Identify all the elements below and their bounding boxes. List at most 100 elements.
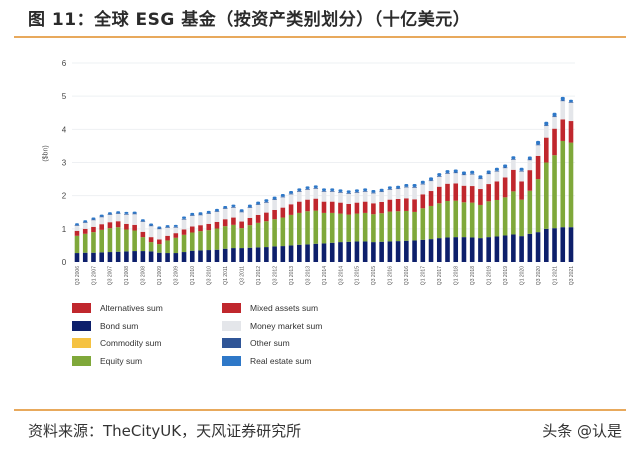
bar-segment-other-sum bbox=[387, 189, 393, 190]
bar-segment-mixed-assets-sum bbox=[329, 201, 335, 213]
bar-segment-equity-sum bbox=[288, 214, 294, 246]
bar-segment-real-estate-sum bbox=[552, 112, 557, 117]
bar-segment-real-estate-sum bbox=[322, 188, 326, 192]
bar-segment-equity-sum bbox=[346, 214, 351, 242]
bar-segment-real-estate-sum bbox=[182, 216, 187, 219]
bar-segment-money-market-sum bbox=[198, 215, 203, 226]
bar-segment-real-estate-sum bbox=[107, 212, 112, 215]
bar-segment-mixed-assets-sum bbox=[544, 137, 549, 163]
bar-segment-money-market-sum bbox=[189, 215, 195, 227]
bar-segment-equity-sum bbox=[132, 230, 137, 252]
legend-label: Other sum bbox=[250, 338, 290, 348]
bar-segment-real-estate-sum bbox=[132, 211, 137, 214]
y-tick-label: 5 bbox=[62, 92, 67, 101]
bar-segment-other-sum bbox=[124, 213, 129, 215]
watermark: 头条 @认是 bbox=[542, 422, 622, 440]
bar-segment-equity-sum bbox=[486, 201, 491, 238]
bar-segment-money-market-sum bbox=[173, 227, 179, 234]
bar-segment-real-estate-sum bbox=[198, 212, 203, 215]
bar-segment-real-estate-sum bbox=[519, 167, 524, 171]
bar-segment-money-market-sum bbox=[124, 214, 129, 224]
legend-label: Alternatives sum bbox=[100, 303, 163, 313]
bar-segment-money-market-sum bbox=[560, 101, 566, 120]
bar-segment-bond-sum bbox=[214, 249, 220, 262]
bar-segment-equity-sum bbox=[478, 204, 483, 239]
bar-segment-mixed-assets-sum bbox=[132, 224, 137, 231]
bar-segment-equity-sum bbox=[329, 212, 335, 243]
bar-segment-bond-sum bbox=[461, 237, 467, 262]
legend-swatch bbox=[222, 320, 241, 331]
bar-segment-other-sum bbox=[181, 218, 187, 220]
bar-segment-equity-sum bbox=[313, 210, 319, 244]
y-tick-label: 2 bbox=[62, 192, 67, 201]
bar-segment-equity-sum bbox=[214, 228, 220, 250]
bar-segment-money-market-sum bbox=[321, 191, 327, 202]
x-tick-label: Q1 2019 bbox=[486, 266, 492, 285]
bar-segment-money-market-sum bbox=[519, 171, 524, 182]
bar-segment-other-sum bbox=[297, 191, 302, 192]
bar-segment-bond-sum bbox=[305, 244, 310, 262]
bar-segment-real-estate-sum bbox=[165, 225, 170, 228]
bar-segment-other-sum bbox=[280, 196, 286, 198]
bar-segment-other-sum bbox=[148, 225, 154, 227]
bar-segment-mixed-assets-sum bbox=[461, 185, 467, 203]
bar-segment-mixed-assets-sum bbox=[157, 239, 162, 245]
bar-segment-other-sum bbox=[313, 188, 319, 189]
bar-segment-equity-sum bbox=[115, 227, 121, 252]
bar-segment-other-sum bbox=[222, 208, 228, 209]
bar-segment-mixed-assets-sum bbox=[231, 217, 236, 225]
bar-segment-mixed-assets-sum bbox=[247, 217, 253, 226]
x-tick-label: Q3 2016 bbox=[404, 266, 410, 285]
bar-segment-bond-sum bbox=[140, 251, 146, 262]
bar-segment-real-estate-sum bbox=[338, 189, 343, 193]
bar-segment-money-market-sum bbox=[445, 173, 450, 184]
bar-segment-real-estate-sum bbox=[354, 189, 359, 193]
bar-segment-money-market-sum bbox=[107, 214, 113, 223]
bar-segment-equity-sum bbox=[371, 214, 376, 243]
bar-segment-real-estate-sum bbox=[396, 185, 401, 189]
bar-segment-real-estate-sum bbox=[247, 204, 252, 208]
bar-segment-money-market-sum bbox=[132, 214, 137, 225]
bar-segment-other-sum bbox=[354, 192, 360, 193]
bar-segment-real-estate-sum bbox=[231, 204, 236, 207]
bar-segment-equity-sum bbox=[387, 211, 393, 242]
bar-segment-mixed-assets-sum bbox=[313, 198, 319, 211]
bar-segment-equity-sum bbox=[157, 244, 162, 253]
bar-segment-money-market-sum bbox=[420, 184, 426, 195]
bar-segment-bond-sum bbox=[519, 236, 524, 262]
bar-segment-real-estate-sum bbox=[305, 186, 310, 190]
bar-segment-money-market-sum bbox=[552, 117, 557, 129]
bar-segment-real-estate-sum bbox=[91, 217, 96, 220]
bar-segment-bond-sum bbox=[362, 241, 368, 262]
x-tick-label: Q1 2020 bbox=[519, 266, 525, 285]
top-divider bbox=[14, 36, 626, 38]
bar-segment-mixed-assets-sum bbox=[222, 219, 228, 227]
bar-segment-bond-sum bbox=[132, 251, 137, 262]
bar-segment-equity-sum bbox=[247, 225, 253, 248]
bar-segment-bond-sum bbox=[527, 233, 533, 262]
bar-segment-other-sum bbox=[264, 201, 269, 203]
bar-segment-real-estate-sum bbox=[470, 170, 475, 174]
bar-segment-bond-sum bbox=[165, 253, 170, 262]
bar-segment-bond-sum bbox=[107, 252, 113, 262]
legend-label: Real estate sum bbox=[250, 355, 312, 366]
bar-segment-bond-sum bbox=[478, 238, 483, 262]
bar-segment-other-sum bbox=[469, 173, 475, 175]
bar-segment-bond-sum bbox=[436, 238, 442, 262]
bar-segment-real-estate-sum bbox=[437, 173, 442, 177]
bar-segment-bond-sum bbox=[239, 248, 244, 262]
x-tick-label: Q1 2018 bbox=[454, 266, 460, 285]
bar-segment-real-estate-sum bbox=[157, 226, 162, 229]
bar-segment-equity-sum bbox=[412, 211, 417, 241]
bar-segment-bond-sum bbox=[535, 232, 541, 262]
legend-swatch bbox=[72, 320, 91, 331]
bar-segment-bond-sum bbox=[502, 235, 508, 262]
bar-segment-money-market-sum bbox=[288, 194, 294, 205]
bar-segment-money-market-sum bbox=[527, 160, 533, 171]
bar-segment-mixed-assets-sum bbox=[527, 170, 533, 191]
bar-segment-other-sum bbox=[420, 183, 426, 185]
bar-segment-equity-sum bbox=[272, 219, 277, 247]
bar-segment-equity-sum bbox=[305, 211, 310, 245]
bar-segment-equity-sum bbox=[436, 203, 442, 239]
bar-segment-other-sum bbox=[132, 213, 137, 215]
